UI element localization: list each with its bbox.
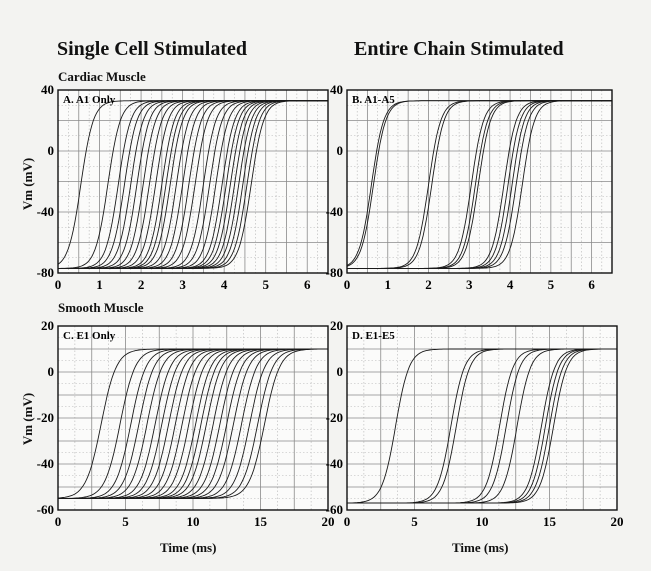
panel-a-ytick-label: -80 xyxy=(37,265,54,280)
panel-d-xlabel: Time (ms) xyxy=(452,540,509,555)
panel-b-frame xyxy=(346,89,613,274)
panel-c-ytick-label: -40 xyxy=(37,456,54,471)
panel-c-xtick-label: 15 xyxy=(254,514,268,529)
panel-d-label: D. E1-E5 xyxy=(352,330,395,342)
panel-c-label: C. E1 Only xyxy=(63,330,116,342)
heading-entire-chain: Entire Chain Stimulated xyxy=(354,38,564,60)
panel-a-frame xyxy=(57,89,329,274)
panel-d-xtick-label: 10 xyxy=(476,514,489,529)
panel-a-xtick-label: 1 xyxy=(96,277,103,292)
panel-b-xtick-label: 4 xyxy=(507,277,514,292)
panel-a-ytick-label: 0 xyxy=(48,143,55,158)
panel-b-xtick-label: 5 xyxy=(548,277,555,292)
panel-a-xtick-label: 6 xyxy=(304,277,311,292)
panel-b-ytick-label: -40 xyxy=(326,204,343,219)
panel-d: 0 5 10 15 20 -60 -40 -20 0 20 D. E1-E5 xyxy=(326,318,624,529)
panel-c-trace xyxy=(58,348,328,499)
panel-a-xtick-label: 3 xyxy=(179,277,186,292)
panel-d-xtick-label: 20 xyxy=(611,514,624,529)
panel-c-ytick-label: -60 xyxy=(37,502,54,517)
panel-d-trace xyxy=(347,348,617,504)
panel-b-ytick-label: -80 xyxy=(326,265,343,280)
heading-single-cell: Single Cell Stimulated xyxy=(57,38,248,60)
panel-b-xtick-label: 2 xyxy=(425,277,432,292)
panel-d-ytick-label: -20 xyxy=(326,410,343,425)
section-cardiac-muscle: Cardiac Muscle xyxy=(58,69,146,84)
panel-d-ytick-label: 20 xyxy=(330,318,343,333)
panel-c-frame xyxy=(57,325,329,511)
panel-b: 0 1 2 3 4 5 6 -80 -40 0 40 B. A1-A5 xyxy=(326,82,613,292)
panel-a-xtick-label: 2 xyxy=(138,277,145,292)
panel-c-xtick-label: 5 xyxy=(122,514,129,529)
panel-a-ytick-label: 40 xyxy=(41,82,54,97)
panel-c-xtick-label: 10 xyxy=(187,514,200,529)
panel-c-ytick-label: 20 xyxy=(41,318,54,333)
panel-d-frame xyxy=(346,325,618,511)
panel-d-ytick-label: -60 xyxy=(326,502,343,517)
panel-c: 0 5 10 15 20 -60 -40 -20 0 20 C. E1 Only xyxy=(37,318,335,529)
panel-d-xtick-label: 0 xyxy=(344,514,351,529)
panel-a: 0 1 2 3 4 5 6 -80 -40 0 40 A. A1 Only xyxy=(37,82,329,292)
panel-b-xtick-label: 0 xyxy=(344,277,351,292)
panel-b-xtick-label: 3 xyxy=(466,277,473,292)
panel-b-ytick-label: 0 xyxy=(337,143,344,158)
panel-d-xtick-label: 15 xyxy=(543,514,557,529)
panel-c-xtick-label: 0 xyxy=(55,514,62,529)
panel-a-xtick-label: 4 xyxy=(221,277,228,292)
panel-c-ytick-label: -20 xyxy=(37,410,54,425)
section-smooth-muscle: Smooth Muscle xyxy=(58,300,144,315)
panel-b-label: B. A1-A5 xyxy=(352,94,395,106)
panel-b-xtick-label: 1 xyxy=(385,277,392,292)
panel-c-xlabel: Time (ms) xyxy=(160,540,217,555)
panel-b-ytick-label: 40 xyxy=(330,82,343,97)
panel-b-xtick-label: 6 xyxy=(588,277,595,292)
panel-a-xtick-label: 0 xyxy=(55,277,62,292)
panel-c-ytick-label: 0 xyxy=(48,364,55,379)
panel-d-xtick-label: 5 xyxy=(411,514,418,529)
panel-a-label: A. A1 Only xyxy=(63,94,116,106)
panel-d-ytick-label: -40 xyxy=(326,456,343,471)
panel-c-xtick-label: 20 xyxy=(322,514,335,529)
panel-a-trace xyxy=(58,100,328,269)
panel-a-xtick-label: 5 xyxy=(262,277,269,292)
panel-a-ytick-label: -40 xyxy=(37,204,54,219)
panel-d-ytick-label: 0 xyxy=(337,364,344,379)
panel-b-trace xyxy=(347,100,612,269)
